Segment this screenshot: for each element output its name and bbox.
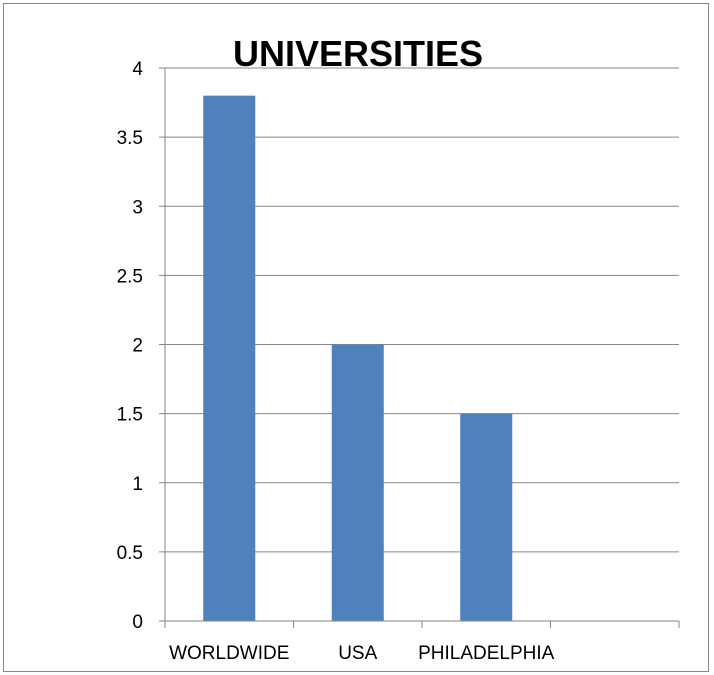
x-category-label: PHILADELPHIA — [418, 643, 555, 664]
x-category-label: USA — [338, 643, 377, 664]
bar-philadelphia — [460, 413, 513, 621]
y-tick-label: 4 — [132, 59, 143, 80]
y-tick-label: 0 — [132, 612, 143, 633]
x-category-labels: WORLDWIDE USA PHILADELPHIA — [169, 643, 555, 664]
y-tick-label: 1.5 — [117, 405, 143, 426]
bar-worldwide — [203, 95, 256, 621]
y-tick-label: 2 — [132, 336, 143, 357]
y-tick-label: 3 — [132, 197, 143, 218]
y-tick-label: 1 — [132, 474, 143, 495]
y-tick-label: 0.5 — [117, 543, 143, 564]
bar-usa — [331, 344, 384, 621]
bars — [203, 95, 513, 621]
x-category-label: WORLDWIDE — [169, 643, 289, 664]
chart-title: UNIVERSITIES — [233, 33, 483, 74]
y-tick-labels: 0 0.5 1 1.5 2 2.5 3 3.5 4 — [117, 59, 144, 633]
y-tick-label: 3.5 — [117, 128, 143, 149]
y-tick-label: 2.5 — [117, 266, 143, 287]
axes — [159, 67, 680, 628]
